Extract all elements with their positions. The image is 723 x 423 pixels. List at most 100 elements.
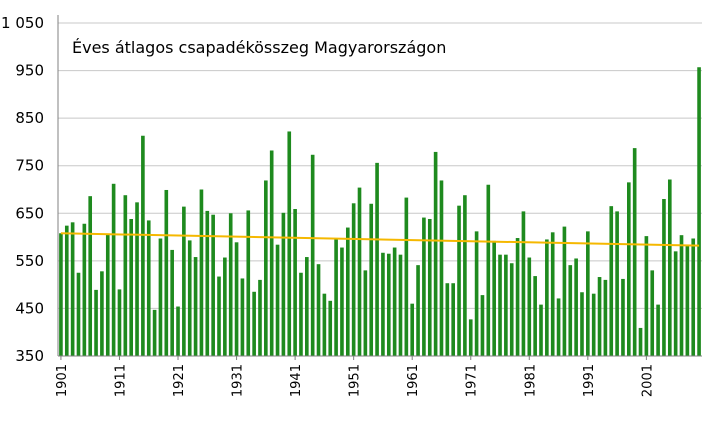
bar [170, 249, 174, 356]
y-tick-label: 1 050 [1, 14, 44, 32]
bar [152, 309, 157, 356]
bar [375, 162, 379, 356]
bar [193, 257, 198, 356]
bar [527, 257, 532, 356]
bar [656, 304, 660, 356]
bar [433, 151, 438, 356]
bar [580, 292, 584, 356]
bar [82, 223, 87, 356]
bar [422, 217, 426, 356]
bar [574, 258, 578, 356]
bar [457, 205, 461, 356]
x-tick-label: 1931 [231, 364, 246, 397]
bar [275, 244, 280, 356]
bar [603, 279, 608, 356]
y-tick-label: 550 [15, 252, 44, 270]
bar [287, 131, 292, 356]
bar [492, 240, 496, 356]
bar [199, 189, 204, 356]
bar [345, 227, 350, 356]
bar [632, 148, 637, 356]
bar [504, 254, 508, 356]
bar [627, 182, 631, 356]
bar [685, 245, 690, 356]
bar [269, 150, 274, 356]
bar [205, 210, 210, 356]
bar [545, 239, 549, 356]
bar [240, 278, 245, 356]
bar [550, 232, 555, 356]
bar [697, 67, 701, 357]
bar [340, 247, 344, 356]
bar [176, 306, 180, 356]
bar [509, 263, 514, 356]
y-tick-labels: 350 450 550 650 750 850 950 1 050 [1, 14, 44, 365]
bar [597, 277, 602, 356]
bar [398, 254, 403, 356]
bar [351, 203, 356, 356]
bar [252, 291, 256, 356]
bar [76, 272, 81, 356]
bar [117, 289, 122, 356]
bar [463, 195, 467, 356]
bar [609, 206, 614, 356]
x-tick-label: 1941 [289, 364, 304, 397]
bar [533, 276, 537, 356]
bar [281, 212, 286, 356]
bar [673, 251, 678, 356]
bar [70, 222, 75, 356]
bar [293, 209, 297, 356]
bar [369, 203, 374, 356]
bar [621, 278, 625, 356]
trend-line-group [60, 232, 700, 247]
chart-title: Éves átlagos csapadékösszeg Magyarország… [72, 38, 446, 57]
bar [182, 206, 186, 356]
x-tick-labels: 1901 1911 1921 1931 1941 1951 1961 1971 1981 1991… [55, 364, 655, 397]
bar [521, 211, 526, 356]
bar [322, 293, 327, 356]
x-tick-label: 1971 [465, 364, 480, 397]
bar [223, 257, 227, 356]
y-tick-label: 450 [15, 299, 44, 317]
bar [146, 220, 151, 356]
bar [650, 270, 655, 356]
bar [328, 300, 333, 356]
bar [129, 218, 133, 356]
bar [480, 295, 485, 356]
bar [357, 187, 362, 356]
trend-line [60, 232, 700, 247]
bar [486, 184, 491, 356]
bar [187, 240, 192, 356]
y-gridlines [58, 22, 702, 309]
bar [258, 279, 262, 356]
bar [111, 183, 116, 356]
bar [468, 319, 473, 356]
bar [64, 225, 69, 356]
axes [57, 15, 702, 360]
bar [539, 304, 543, 356]
bar [305, 257, 309, 356]
bar [246, 210, 251, 356]
bar [158, 238, 163, 356]
bar [88, 196, 93, 356]
x-tick-label: 1911 [113, 364, 128, 397]
x-tick-label: 1961 [406, 364, 421, 397]
y-tick-label: 850 [15, 109, 44, 127]
bar [386, 253, 391, 356]
bar [299, 272, 303, 356]
bar [164, 189, 169, 356]
x-tick-label: 1951 [348, 364, 363, 397]
bar [691, 238, 696, 356]
y-tick-label: 950 [15, 62, 44, 80]
bar [264, 180, 268, 356]
bar [679, 235, 684, 356]
bar [234, 242, 239, 356]
bar [410, 303, 415, 356]
bar [94, 289, 98, 356]
bar [515, 238, 520, 356]
bar [334, 239, 338, 356]
bar [556, 298, 561, 356]
bar [392, 247, 397, 356]
bar [667, 179, 672, 356]
